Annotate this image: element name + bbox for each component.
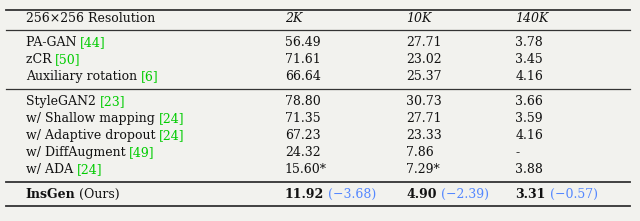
- Text: (Ours): (Ours): [76, 188, 120, 201]
- Text: 3.59: 3.59: [515, 112, 543, 125]
- Text: InsGen: InsGen: [26, 188, 76, 201]
- Text: w/ DiffAugment: w/ DiffAugment: [26, 146, 129, 159]
- Text: 15.60*: 15.60*: [285, 163, 327, 176]
- Text: 2K: 2K: [285, 11, 302, 25]
- Text: 4.16: 4.16: [515, 70, 543, 83]
- Text: [6]: [6]: [141, 70, 159, 83]
- Text: Auxiliary rotation: Auxiliary rotation: [26, 70, 141, 83]
- Text: 23.02: 23.02: [406, 53, 442, 66]
- Text: w/ Shallow mapping: w/ Shallow mapping: [26, 112, 159, 125]
- Text: (−0.57): (−0.57): [545, 188, 598, 201]
- Text: 3.88: 3.88: [515, 163, 543, 176]
- Text: (−3.68): (−3.68): [324, 188, 376, 201]
- Text: -: -: [515, 146, 519, 159]
- Text: 256×256 Resolution: 256×256 Resolution: [26, 11, 155, 25]
- Text: 3.31: 3.31: [515, 188, 545, 201]
- Text: PA-GAN: PA-GAN: [26, 36, 80, 49]
- Text: 4.90: 4.90: [406, 188, 437, 201]
- Text: zCR: zCR: [26, 53, 55, 66]
- Text: [24]: [24]: [77, 163, 102, 176]
- Text: (−2.39): (−2.39): [437, 188, 489, 201]
- Text: w/ ADA: w/ ADA: [26, 163, 77, 176]
- Text: 10K: 10K: [406, 11, 432, 25]
- Text: 56.49: 56.49: [285, 36, 321, 49]
- Text: [50]: [50]: [55, 53, 81, 66]
- Text: 67.23: 67.23: [285, 129, 321, 142]
- Text: 30.73: 30.73: [406, 95, 442, 108]
- Text: w/ Adaptive dropout: w/ Adaptive dropout: [26, 129, 159, 142]
- Text: 11.92: 11.92: [285, 188, 324, 201]
- Text: [23]: [23]: [99, 95, 125, 108]
- Text: 4.16: 4.16: [515, 129, 543, 142]
- Text: 23.33: 23.33: [406, 129, 442, 142]
- Text: 71.61: 71.61: [285, 53, 321, 66]
- Text: 27.71: 27.71: [406, 112, 442, 125]
- Text: 3.45: 3.45: [515, 53, 543, 66]
- Text: [24]: [24]: [159, 112, 184, 125]
- Text: 78.80: 78.80: [285, 95, 321, 108]
- Text: [44]: [44]: [80, 36, 106, 49]
- Text: 27.71: 27.71: [406, 36, 442, 49]
- Text: [24]: [24]: [159, 129, 185, 142]
- Text: 25.37: 25.37: [406, 70, 442, 83]
- Text: 140K: 140K: [515, 11, 548, 25]
- Text: 7.86: 7.86: [406, 146, 434, 159]
- Text: 7.29*: 7.29*: [406, 163, 440, 176]
- Text: 71.35: 71.35: [285, 112, 321, 125]
- Text: 3.66: 3.66: [515, 95, 543, 108]
- Text: 3.78: 3.78: [515, 36, 543, 49]
- Text: StyleGAN2: StyleGAN2: [26, 95, 99, 108]
- Text: 24.32: 24.32: [285, 146, 321, 159]
- Text: [49]: [49]: [129, 146, 155, 159]
- Text: 66.64: 66.64: [285, 70, 321, 83]
